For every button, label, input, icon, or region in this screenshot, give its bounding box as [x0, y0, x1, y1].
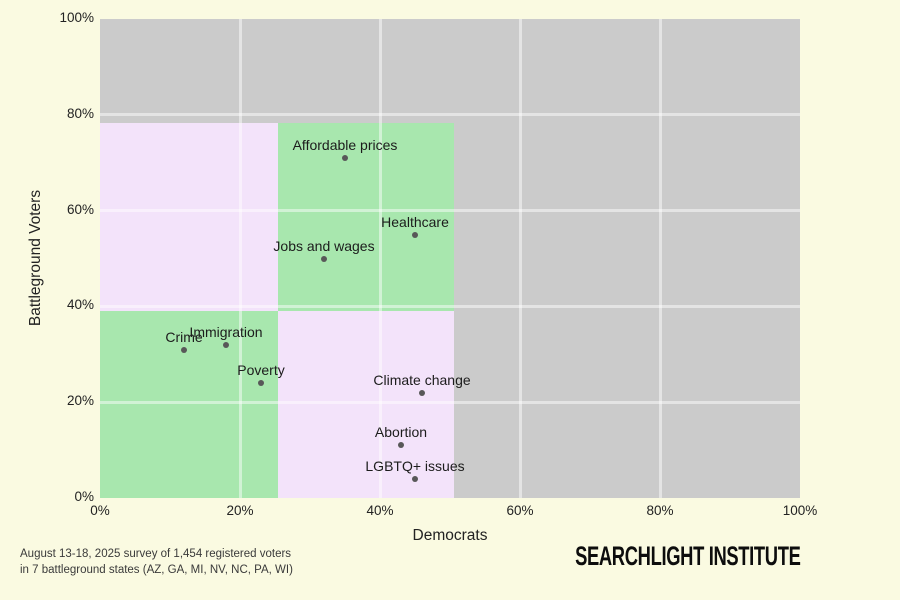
gridline-vertical-20	[238, 19, 242, 498]
y-tick-label: 60%	[66, 201, 94, 217]
y-tick-label: 40%	[66, 297, 94, 313]
gridline-horizontal-60	[100, 209, 800, 213]
x-axis-title: Democrats	[412, 527, 488, 544]
data-point	[223, 341, 229, 348]
x-tick-label: 80%	[646, 503, 674, 518]
data-point	[321, 255, 327, 262]
gridline-horizontal-20	[100, 400, 800, 404]
gridline-vertical-40	[378, 19, 382, 498]
data-point	[419, 389, 425, 396]
data-point-label: Poverty	[237, 362, 285, 379]
gridline-vertical-80	[658, 19, 662, 498]
data-point	[342, 154, 348, 161]
data-point-label: Jobs and wages	[273, 237, 375, 254]
plot-area: Affordable prices Healthcare Jobs and wage…	[100, 19, 800, 498]
data-point	[412, 475, 418, 482]
source-note: August 13-18, 2025 survey of 1,454 regis…	[20, 546, 293, 578]
y-tick-label: 80%	[66, 105, 94, 121]
x-tick-label: 40%	[366, 503, 394, 518]
gridline-vertical-60	[518, 19, 522, 498]
quadrant-top-left	[100, 123, 278, 311]
source-note-line1: August 13-18, 2025 survey of 1,454 regis…	[20, 548, 292, 560]
x-tick-label: 60%	[506, 503, 534, 518]
data-point-label: Climate change	[373, 371, 471, 388]
data-point-label: LGBTQ+ issues	[365, 457, 465, 474]
x-tick-label: 100%	[782, 503, 818, 518]
y-tick-label: 100%	[59, 10, 94, 25]
data-point-label: Crime	[165, 328, 203, 345]
data-point	[398, 442, 404, 449]
y-tick-label: 20%	[66, 393, 94, 409]
quadrant-bottom-right	[277, 310, 455, 498]
data-point-label: Healthcare	[381, 213, 449, 230]
quadrant-top-right	[277, 123, 455, 311]
data-point-label: Affordable prices	[292, 136, 398, 153]
data-point-label: Abortion	[374, 424, 428, 441]
x-tick-label: 0%	[90, 503, 110, 518]
gridline-horizontal-40	[100, 304, 800, 308]
y-tick-label: 0%	[74, 489, 94, 504]
data-point	[412, 231, 418, 238]
gridline-horizontal-80	[100, 113, 800, 117]
quadrant-bottom-left	[100, 310, 278, 498]
logo-text: SEARCHLIGHT INSTITUTE	[574, 541, 801, 571]
data-point-label: Immigration	[189, 323, 263, 340]
x-tick-label: 20%	[226, 503, 254, 518]
data-point	[181, 346, 187, 353]
source-note-line2: in 7 battleground states (AZ, GA, MI, NV…	[20, 564, 293, 576]
data-point	[258, 380, 264, 387]
